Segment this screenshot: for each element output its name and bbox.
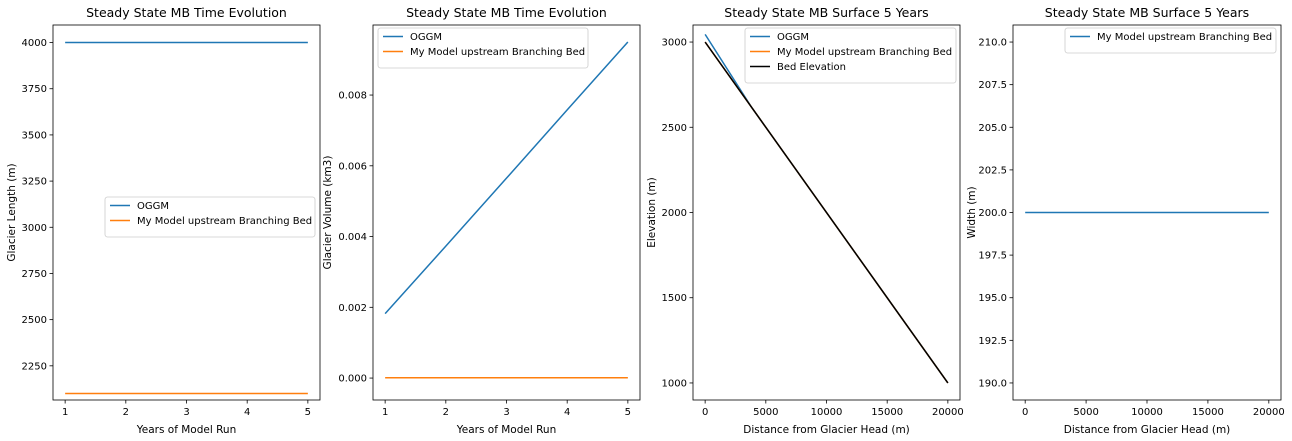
legend-label: My Model upstream Branching Bed — [1097, 32, 1272, 43]
y-axis-label: Width (m) — [966, 186, 978, 238]
y-tick-label: 4000 — [22, 38, 47, 49]
y-tick-label: 3750 — [22, 84, 47, 95]
chart-title: Steady State MB Time Evolution — [86, 5, 287, 20]
legend-label: My Model upstream Branching Bed — [410, 47, 585, 58]
x-axis-label: Distance from Glacier Head (m) — [1064, 424, 1231, 436]
y-axis-label: Glacier Volume (km3) — [322, 156, 334, 270]
y-axis-label: Glacier Length (m) — [6, 163, 18, 261]
x-tick-label: 3 — [503, 407, 509, 418]
x-tick-label: 5000 — [1073, 407, 1098, 418]
legend-box — [377, 27, 589, 69]
y-tick-label: 3000 — [662, 38, 687, 49]
y-tick-label: 190.0 — [978, 378, 1007, 389]
y-tick-label: 1000 — [662, 378, 687, 389]
legend-label: OGGM — [777, 32, 809, 43]
series-line-3 — [704, 41, 949, 384]
subplot-3: 0 5000 10000 15000 20000 1000 1500 2000 2500 3000… — [646, 5, 964, 436]
x-axis-label: Years of Model Run — [136, 424, 237, 436]
legend: OGGM My Model upstream Branching Bed Bed E… — [744, 27, 957, 84]
legend: OGGM My Model upstream Branching Bed — [377, 27, 589, 69]
x-tick-label: 2 — [443, 407, 449, 418]
y-tick-label: 2000 — [662, 208, 687, 219]
legend-label: My Model upstream Branching Bed — [137, 216, 312, 227]
y-tick-label: 205.0 — [978, 123, 1007, 134]
chart-title: Steady State MB Time Evolution — [406, 5, 607, 20]
series-line-1 — [384, 41, 629, 315]
x-tick-label: 10000 — [1131, 407, 1163, 418]
y-tick-label: 200.0 — [978, 208, 1007, 219]
y-tick-label: 192.5 — [978, 336, 1007, 347]
legend: OGGM My Model upstream Branching Bed — [104, 196, 316, 238]
axes-frame — [372, 24, 641, 401]
y-tick-label: 2250 — [22, 361, 47, 372]
subplot-1: 1 2 3 4 5 2250 2500 2750 3000 3250 3500 3750 4000 Ste… — [6, 5, 321, 436]
y-tick-label: 3000 — [22, 223, 47, 234]
subplot-4: 0 5000 10000 15000 20000 190.0 192.5 195.0 197.5… — [966, 5, 1285, 436]
x-axis-label: Distance from Glacier Head (m) — [743, 424, 910, 436]
x-tick-label: 4 — [564, 407, 570, 418]
legend-label: OGGM — [410, 32, 442, 43]
y-tick-label: 210.0 — [978, 38, 1007, 49]
x-tick-label: 5 — [625, 407, 631, 418]
y-tick-label: 202.5 — [978, 165, 1007, 176]
x-tick-label: 1 — [62, 407, 68, 418]
x-axis-label: Years of Model Run — [456, 424, 557, 436]
legend: My Model upstream Branching Bed — [1064, 27, 1277, 54]
x-tick-label: 20000 — [932, 407, 964, 418]
y-tick-label: 0.000 — [338, 374, 367, 385]
legend-box — [104, 196, 316, 238]
y-tick-label: 2500 — [22, 315, 47, 326]
x-tick-label: 3 — [183, 407, 189, 418]
x-tick-label: 15000 — [871, 407, 903, 418]
x-tick-label: 20000 — [1253, 407, 1285, 418]
y-tick-label: 197.5 — [978, 251, 1007, 262]
chart-title: Steady State MB Surface 5 Years — [724, 5, 928, 20]
y-tick-label: 1500 — [662, 293, 687, 304]
legend-box — [1064, 27, 1277, 54]
y-tick-label: 207.5 — [978, 80, 1007, 91]
y-tick-label: 3250 — [22, 177, 47, 188]
y-tick-label: 3500 — [22, 130, 47, 141]
x-tick-label: 5 — [305, 407, 311, 418]
legend-label: Bed Elevation — [777, 62, 846, 73]
x-tick-label: 2 — [123, 407, 129, 418]
x-tick-label: 10000 — [811, 407, 843, 418]
y-tick-label: 2500 — [662, 123, 687, 134]
x-tick-label: 15000 — [1192, 407, 1224, 418]
y-tick-label: 195.0 — [978, 293, 1007, 304]
y-tick-label: 0.008 — [338, 91, 367, 102]
legend-label: OGGM — [137, 201, 169, 212]
y-axis-label: Elevation (m) — [646, 177, 658, 248]
legend-label: My Model upstream Branching Bed — [777, 47, 952, 58]
x-tick-label: 0 — [1022, 407, 1028, 418]
chart-title: Steady State MB Surface 5 Years — [1045, 5, 1249, 20]
y-tick-label: 2750 — [22, 269, 47, 280]
y-tick-label: 0.002 — [338, 303, 367, 314]
y-tick-label: 0.004 — [338, 232, 367, 243]
x-tick-label: 0 — [702, 407, 708, 418]
subplot-2: 1 2 3 4 5 0.000 0.002 0.004 0.006 0.008 Steady Sta… — [322, 5, 641, 436]
x-tick-label: 5000 — [753, 407, 778, 418]
x-tick-label: 4 — [244, 407, 250, 418]
y-tick-label: 0.006 — [338, 161, 367, 172]
x-tick-label: 1 — [382, 407, 388, 418]
legend-box — [744, 27, 957, 84]
